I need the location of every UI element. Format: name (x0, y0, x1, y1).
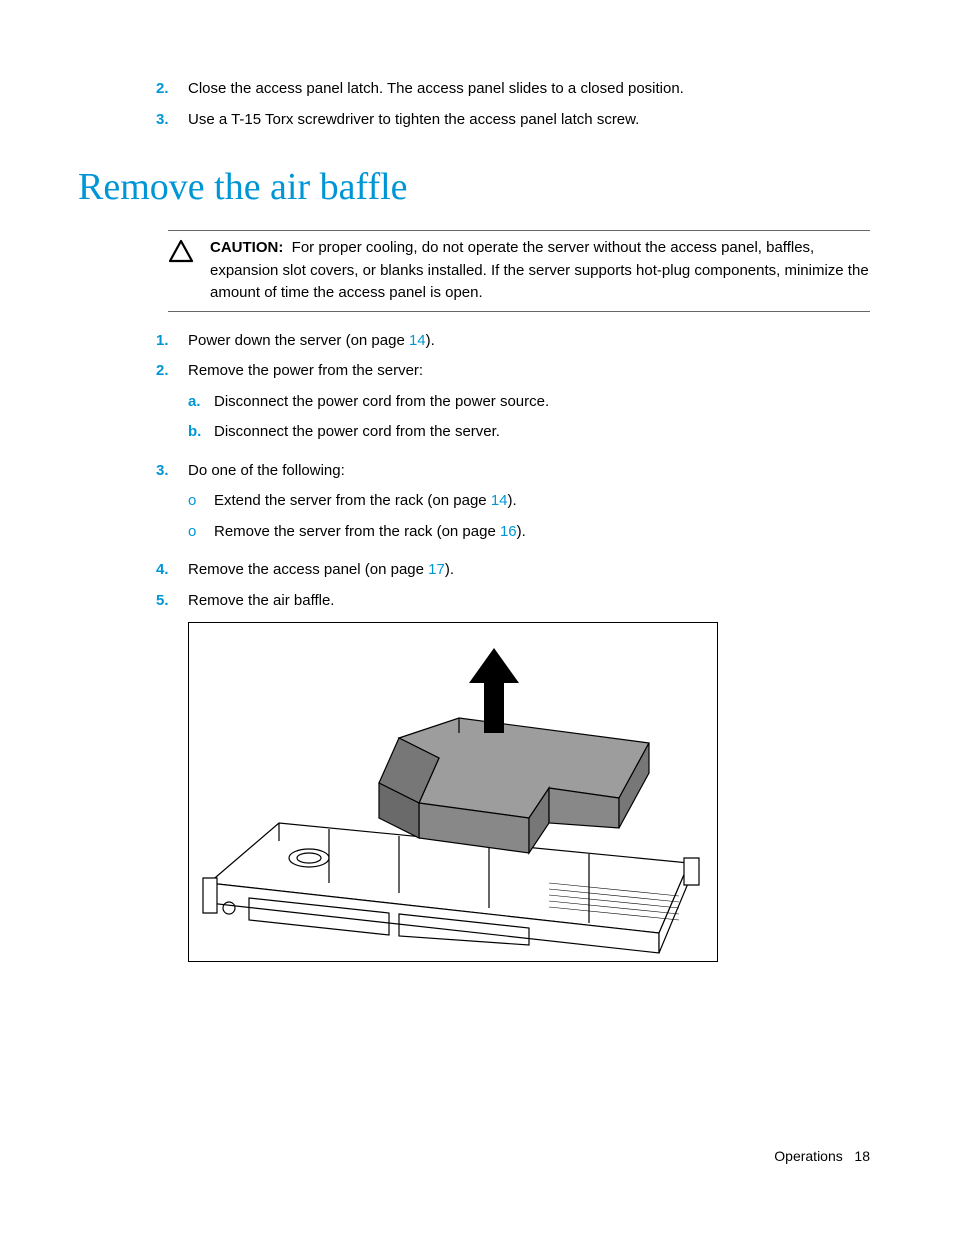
list-item: 2. Remove the power from the server: a. … (156, 360, 870, 452)
list-text: Use a T-15 Torx screwdriver to tighten t… (188, 109, 639, 132)
sub-list-item: o Remove the server from the rack (on pa… (188, 521, 870, 544)
list-item: 5. Remove the air baffle. (156, 590, 870, 613)
list-number: 2. (156, 78, 188, 101)
prior-steps-list: 2. Close the access panel latch. The acc… (156, 78, 870, 131)
list-item: 2. Close the access panel latch. The acc… (156, 78, 870, 101)
list-number: 3. (156, 460, 188, 552)
page-footer: Operations 18 (774, 1146, 870, 1167)
list-text: Remove the power from the server: a. Dis… (188, 360, 870, 452)
list-item: 4. Remove the access panel (on page 17). (156, 559, 870, 582)
sub-text: Extend the server from the rack (on page… (214, 490, 517, 513)
list-text: Do one of the following: o Extend the se… (188, 460, 870, 552)
page-link[interactable]: 17 (428, 561, 445, 578)
page-link[interactable]: 14 (409, 332, 426, 349)
section-heading: Remove the air baffle (78, 159, 870, 216)
list-item: 3. Use a T-15 Torx screwdriver to tighte… (156, 109, 870, 132)
caution-body: For proper cooling, do not operate the s… (210, 239, 869, 301)
page-link[interactable]: 16 (500, 523, 517, 540)
caution-icon (168, 237, 210, 305)
air-baffle-illustration (188, 622, 718, 962)
caution-label: CAUTION: (210, 239, 283, 256)
list-item: 3. Do one of the following: o Extend the… (156, 460, 870, 552)
list-number: 3. (156, 109, 188, 132)
list-text: Power down the server (on page 14). (188, 330, 870, 353)
sub-text: Disconnect the power cord from the power… (214, 391, 549, 414)
list-text: Close the access panel latch. The access… (188, 78, 684, 101)
footer-page-number: 18 (854, 1148, 870, 1164)
caution-text: CAUTION: For proper cooling, do not oper… (210, 237, 870, 305)
list-number: 1. (156, 330, 188, 353)
sub-list-item: b. Disconnect the power cord from the se… (188, 421, 870, 444)
sub-list: a. Disconnect the power cord from the po… (188, 391, 870, 444)
caution-callout: CAUTION: For proper cooling, do not oper… (168, 230, 870, 312)
footer-section: Operations (774, 1148, 842, 1164)
sub-text: Remove the server from the rack (on page… (214, 521, 526, 544)
list-text: Remove the access panel (on page 17). (188, 559, 870, 582)
sub-list-item: a. Disconnect the power cord from the po… (188, 391, 870, 414)
sub-marker: a. (188, 391, 214, 414)
sub-marker: b. (188, 421, 214, 444)
list-number: 4. (156, 559, 188, 582)
bullet-marker: o (188, 490, 214, 513)
list-number: 5. (156, 590, 188, 613)
sub-list-item: o Extend the server from the rack (on pa… (188, 490, 870, 513)
bullet-marker: o (188, 521, 214, 544)
page-link[interactable]: 14 (491, 492, 508, 509)
list-number: 2. (156, 360, 188, 452)
sub-text: Disconnect the power cord from the serve… (214, 421, 500, 444)
sub-list: o Extend the server from the rack (on pa… (188, 490, 870, 543)
list-item: 1. Power down the server (on page 14). (156, 330, 870, 353)
procedure-list: 1. Power down the server (on page 14). 2… (156, 330, 870, 613)
list-text: Remove the air baffle. (188, 590, 334, 613)
